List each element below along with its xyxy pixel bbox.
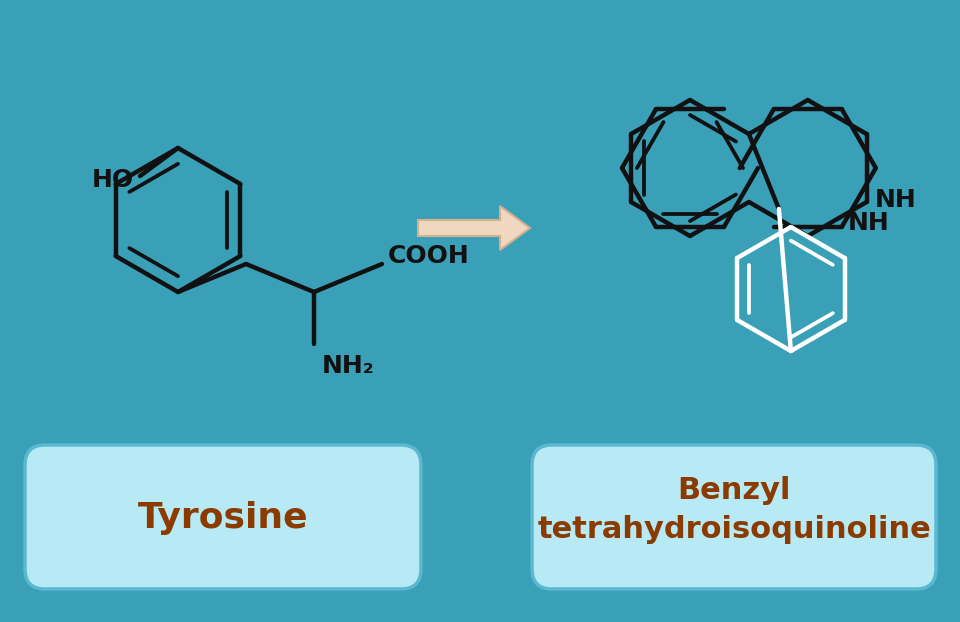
Text: COOH: COOH: [388, 244, 469, 268]
FancyBboxPatch shape: [532, 445, 936, 589]
Text: NH: NH: [848, 211, 890, 235]
FancyArrow shape: [418, 206, 530, 250]
Text: NH: NH: [875, 188, 917, 212]
Text: Benzyl
tetrahydroisoquinoline: Benzyl tetrahydroisoquinoline: [538, 476, 931, 544]
Text: HO: HO: [92, 168, 134, 192]
Text: NH₂: NH₂: [322, 354, 374, 378]
Text: Tyrosine: Tyrosine: [137, 501, 308, 535]
FancyBboxPatch shape: [25, 445, 421, 589]
